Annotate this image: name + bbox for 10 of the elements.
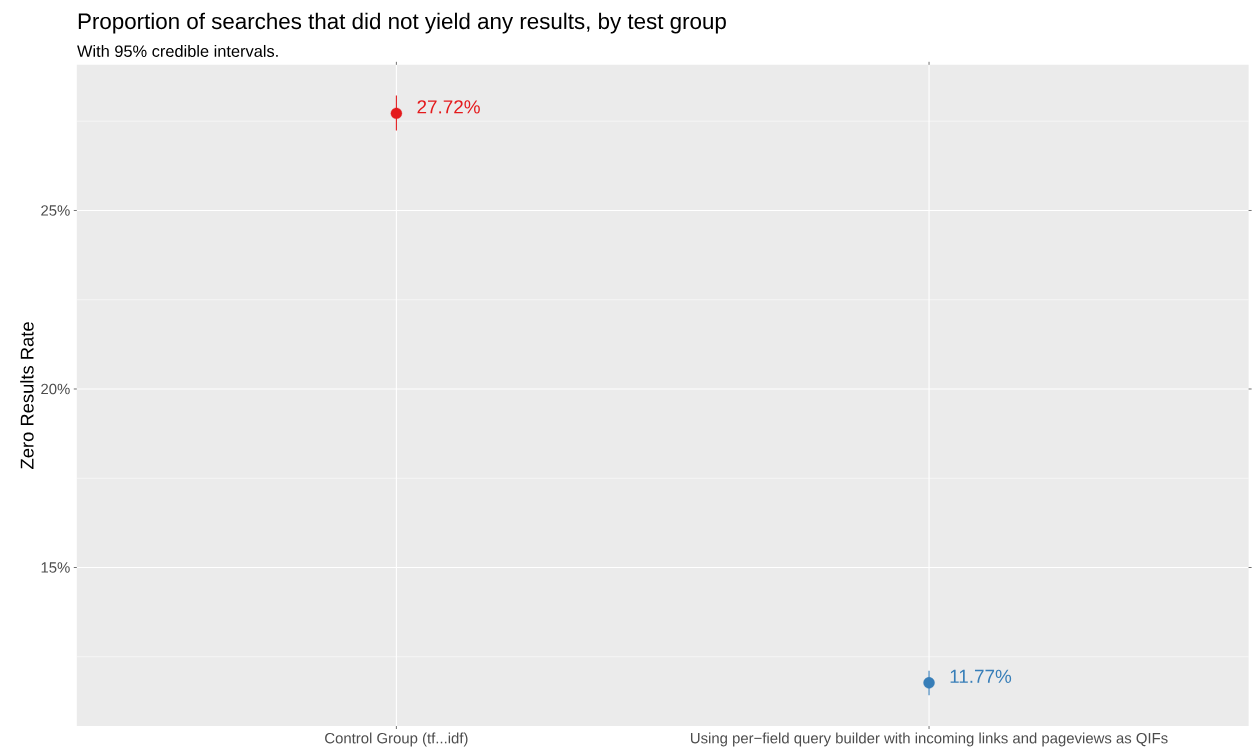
x-tick-label: Using per−field query builder with incoming links and pageviews as QIFs [690,732,1168,747]
y-axis-title: Zero Results Rate [20,322,34,469]
chart-title: Proportion of searches that did not yield any results, by test group [78,12,726,34]
data-label: 27.72% [417,100,480,114]
y-tick-label: 15% [41,562,70,573]
y-tick-label: 20% [41,383,70,395]
y-tick-label: 25% [41,205,70,216]
data-label: 11.77% [950,669,1012,683]
x-tick-label: Control Group (tf...idf) [325,732,468,747]
chart-subtitle: With 95% credible intervals. [77,44,278,58]
